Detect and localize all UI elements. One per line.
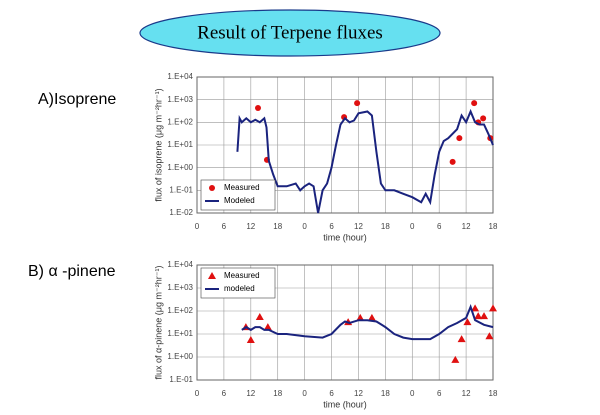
legend-label: Modeled: [224, 196, 255, 205]
measured-point: [246, 335, 255, 343]
legend-box: [200, 179, 276, 211]
x-tick-label: 0: [302, 222, 307, 231]
x-tick-label: 6: [329, 222, 334, 231]
x-axis-label: time (hour): [323, 232, 367, 242]
measured-point: [354, 100, 361, 107]
x-tick-label: 18: [381, 389, 390, 398]
x-tick-label: 18: [273, 222, 282, 231]
legend-swatch: [209, 185, 215, 191]
y-tick-label: 1.E+03: [167, 283, 193, 292]
measured-point: [449, 158, 456, 165]
y-tick-label: 1.E+01: [167, 140, 193, 149]
measured-point: [489, 304, 497, 312]
title-ellipse: [139, 9, 441, 57]
y-tick-label: 1.E+00: [167, 352, 193, 361]
x-tick-label: 0: [410, 222, 415, 231]
x-tick-label: 12: [246, 222, 255, 231]
x-tick-label: 0: [302, 389, 307, 398]
modeled-line: [241, 304, 494, 341]
measured-point: [456, 135, 463, 142]
x-tick-label: 12: [354, 389, 363, 398]
x-tick-label: 12: [354, 222, 363, 231]
measured-point: [255, 312, 264, 320]
y-tick-label: 1.E+03: [167, 95, 193, 104]
measured-point: [263, 323, 272, 331]
y-axis-label: flux of isoprene (μg m⁻²hr⁻¹): [153, 88, 163, 201]
x-tick-label: 12: [462, 389, 471, 398]
y-tick-label: 1.E+04: [167, 260, 193, 269]
legend-swatch: [208, 272, 216, 279]
y-tick-label: 1.E+02: [167, 117, 193, 126]
measured-point: [463, 318, 472, 326]
y-tick-label: 1.E-02: [169, 208, 193, 217]
pane-label: A)Isoprene: [38, 91, 116, 108]
legend-label: Measured: [224, 271, 260, 280]
x-tick-label: 0: [195, 389, 200, 398]
measured-point: [485, 332, 494, 340]
measured-point: [356, 313, 365, 321]
slide-title: Result of Terpene fluxes: [197, 22, 383, 43]
measured-point: [474, 312, 483, 320]
legend-label: Measured: [224, 183, 260, 192]
modeled-line: [236, 108, 494, 214]
y-tick-label: 1.E+00: [167, 163, 193, 172]
x-axis-label: time (hour): [323, 399, 367, 409]
legend-box: [200, 267, 276, 299]
y-tick-label: 1.E+01: [167, 329, 193, 338]
x-tick-label: 12: [462, 222, 471, 231]
y-tick-label: 1.E+04: [167, 72, 193, 81]
x-tick-label: 18: [381, 222, 390, 231]
pane-label: B) α -pinene: [28, 263, 116, 280]
x-tick-label: 6: [437, 389, 442, 398]
measured-point: [457, 335, 466, 343]
x-tick-label: 6: [222, 389, 227, 398]
y-tick-label: 1.E+02: [167, 306, 193, 315]
measured-point: [480, 115, 487, 122]
x-tick-label: 0: [195, 222, 200, 231]
x-tick-label: 18: [273, 389, 282, 398]
measured-point: [254, 104, 261, 111]
x-tick-label: 0: [410, 389, 415, 398]
x-tick-label: 18: [489, 389, 498, 398]
y-tick-label: 1.E-01: [169, 375, 193, 384]
measured-point: [471, 100, 478, 107]
x-tick-label: 6: [329, 389, 334, 398]
measured-point: [480, 312, 489, 320]
y-tick-label: 1.E-01: [169, 185, 193, 194]
plot-frame: [196, 264, 494, 381]
y-axis-label: flux of α-pinene (μg m⁻²hr⁻¹): [153, 266, 163, 380]
legend-label: modeled: [224, 284, 255, 293]
measured-point: [471, 304, 480, 312]
x-tick-label: 6: [437, 222, 442, 231]
x-tick-label: 12: [246, 389, 255, 398]
x-tick-label: 18: [489, 222, 498, 231]
measured-point: [367, 313, 376, 321]
measured-point: [451, 355, 460, 363]
x-tick-label: 6: [222, 222, 227, 231]
